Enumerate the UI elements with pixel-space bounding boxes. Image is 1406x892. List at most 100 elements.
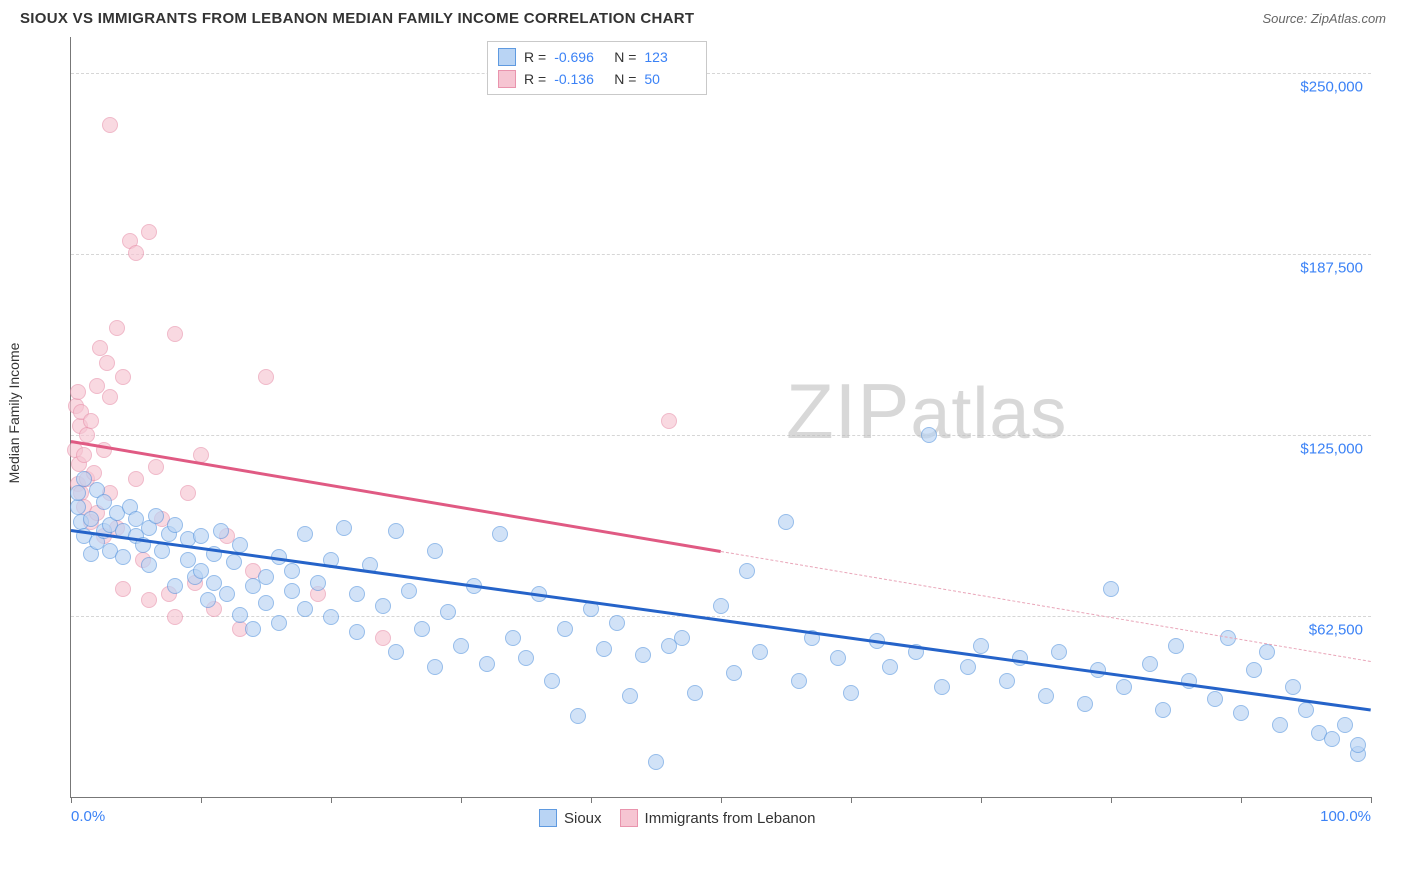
data-point <box>102 389 118 405</box>
data-point <box>505 630 521 646</box>
data-point <box>791 673 807 689</box>
chart-container: Median Family Income $62,500$125,000$187… <box>20 33 1386 853</box>
data-point <box>1285 679 1301 695</box>
data-point <box>518 650 534 666</box>
legend-swatch <box>498 70 516 88</box>
data-point <box>193 563 209 579</box>
data-point <box>414 621 430 637</box>
data-point <box>1298 702 1314 718</box>
data-point <box>70 499 86 515</box>
data-point <box>726 665 742 681</box>
data-point <box>284 583 300 599</box>
data-point <box>99 355 115 371</box>
data-point <box>323 609 339 625</box>
data-point <box>882 659 898 675</box>
data-point <box>258 369 274 385</box>
chart-title: SIOUX VS IMMIGRANTS FROM LEBANON MEDIAN … <box>20 10 694 27</box>
data-point <box>427 659 443 675</box>
data-point <box>141 557 157 573</box>
data-point <box>206 575 222 591</box>
n-value: 50 <box>644 71 696 87</box>
r-label: R = <box>524 49 546 65</box>
legend-label: Sioux <box>564 810 602 827</box>
x-tick <box>201 797 202 803</box>
x-tick <box>461 797 462 803</box>
data-point <box>479 656 495 672</box>
data-point <box>661 413 677 429</box>
data-point <box>778 514 794 530</box>
data-point <box>921 427 937 443</box>
x-tick <box>591 797 592 803</box>
data-point <box>1116 679 1132 695</box>
data-point <box>115 549 131 565</box>
legend-label: Immigrants from Lebanon <box>645 810 816 827</box>
data-point <box>1051 644 1067 660</box>
data-point <box>960 659 976 675</box>
data-point <box>167 326 183 342</box>
data-point <box>271 615 287 631</box>
data-point <box>674 630 690 646</box>
data-point <box>596 641 612 657</box>
legend-item: Sioux <box>539 809 602 827</box>
data-point <box>70 384 86 400</box>
n-value: 123 <box>644 49 696 65</box>
data-point <box>713 598 729 614</box>
data-point <box>297 526 313 542</box>
source-attribution: Source: ZipAtlas.com <box>1262 11 1386 26</box>
data-point <box>109 320 125 336</box>
data-point <box>70 485 86 501</box>
data-point <box>375 598 391 614</box>
data-point <box>648 754 664 770</box>
data-point <box>830 650 846 666</box>
data-point <box>83 511 99 527</box>
data-point <box>226 554 242 570</box>
gridline <box>71 73 1371 74</box>
data-point <box>557 621 573 637</box>
r-value: -0.136 <box>554 71 606 87</box>
data-point <box>245 621 261 637</box>
data-point <box>115 581 131 597</box>
r-label: R = <box>524 71 546 87</box>
data-point <box>83 413 99 429</box>
data-point <box>102 117 118 133</box>
data-point <box>843 685 859 701</box>
legend-swatch <box>539 809 557 827</box>
y-tick-label: $62,500 <box>1309 622 1363 639</box>
data-point <box>622 688 638 704</box>
data-point <box>336 520 352 536</box>
data-point <box>1246 662 1262 678</box>
x-tick <box>1241 797 1242 803</box>
data-point <box>213 523 229 539</box>
data-point <box>1324 731 1340 747</box>
data-point <box>128 245 144 261</box>
data-point <box>1077 696 1093 712</box>
x-tick <box>1371 797 1372 803</box>
gridline <box>71 435 1371 436</box>
data-point <box>76 447 92 463</box>
watermark: ZIPatlas <box>786 366 1067 457</box>
data-point <box>258 569 274 585</box>
legend-swatch <box>498 48 516 66</box>
data-point <box>1142 656 1158 672</box>
n-label: N = <box>614 71 636 87</box>
x-tick <box>331 797 332 803</box>
data-point <box>375 630 391 646</box>
data-point <box>401 583 417 599</box>
data-point <box>1337 717 1353 733</box>
x-max-label: 100.0% <box>1320 808 1371 825</box>
data-point <box>349 624 365 640</box>
data-point <box>349 586 365 602</box>
data-point <box>1272 717 1288 733</box>
x-tick <box>981 797 982 803</box>
data-point <box>219 586 235 602</box>
data-point <box>687 685 703 701</box>
data-point <box>609 615 625 631</box>
data-point <box>752 644 768 660</box>
legend-item: Immigrants from Lebanon <box>620 809 816 827</box>
trend-line <box>721 551 1371 662</box>
r-value: -0.696 <box>554 49 606 65</box>
data-point <box>141 592 157 608</box>
data-point <box>440 604 456 620</box>
legend-swatch <box>620 809 638 827</box>
data-point <box>76 471 92 487</box>
